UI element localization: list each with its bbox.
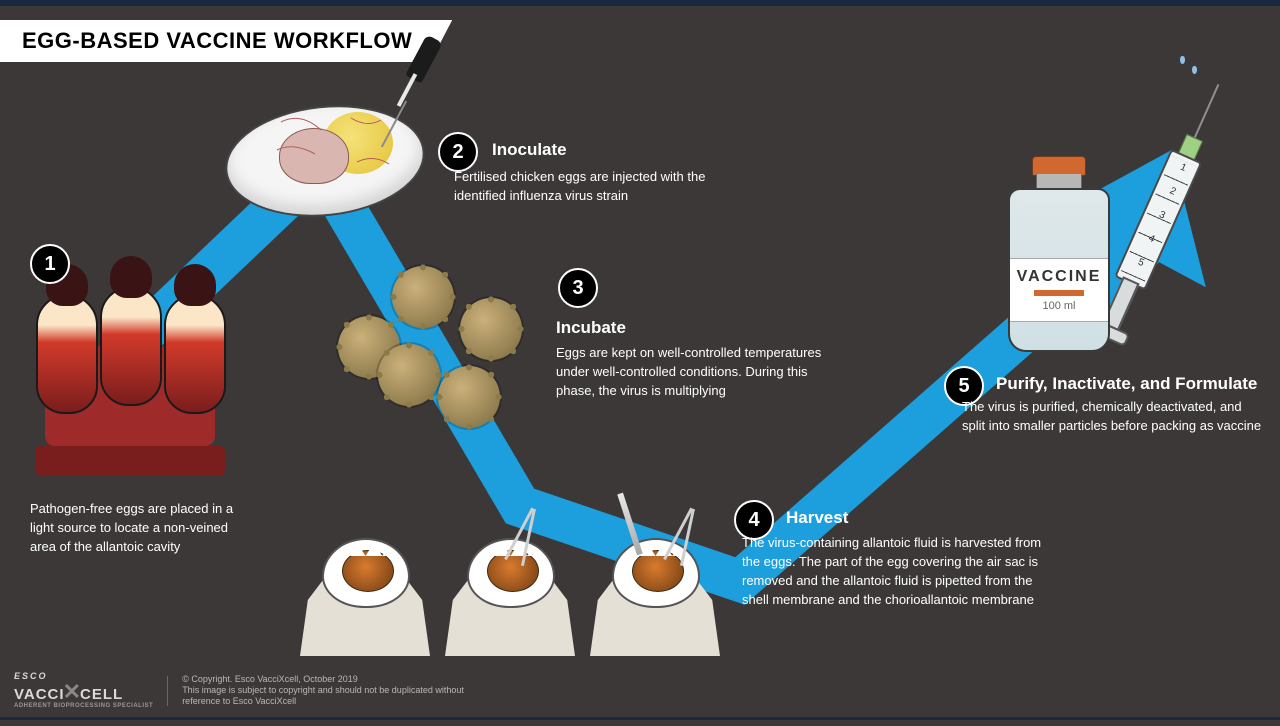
- vial-label-text: VACCINE: [1017, 268, 1102, 286]
- footer: ESCO VACCI✕CELL ADHERENT BIOPROCESSING S…: [14, 672, 502, 709]
- step-badge-1: 1: [30, 244, 70, 284]
- step-desc-4: The virus-containing allantoic fluid is …: [742, 534, 1052, 609]
- step-desc-3: Eggs are kept on well-controlled tempera…: [556, 344, 836, 401]
- step-badge-3: 3: [558, 268, 598, 308]
- dropper-icon: [325, 36, 455, 166]
- footer-notice: This image is subject to copyright and s…: [182, 685, 502, 708]
- step-title-5: Purify, Inactivate, and Formulate: [996, 374, 1257, 394]
- vaccine-syringe-illustration: 1 2 3 4 5 VACCINE 100 ml: [1000, 86, 1240, 356]
- vaccine-vial-icon: VACCINE 100 ml: [1000, 156, 1118, 356]
- step-desc-5: The virus is purified, chemically deacti…: [962, 398, 1262, 436]
- step-title-2: Inoculate: [492, 140, 567, 160]
- step-badge-2: 2: [438, 132, 478, 172]
- step-desc-2: Fertilised chicken eggs are injected wit…: [454, 168, 714, 206]
- virus-particles-illustration: [330, 266, 530, 436]
- step-desc-1: Pathogen-free eggs are placed in a light…: [30, 500, 250, 557]
- candling-eggs-illustration: [30, 256, 230, 476]
- vial-label-volume: 100 ml: [1042, 300, 1075, 312]
- inoculation-dish-illustration: [225, 76, 435, 216]
- egg-harvesting-illustration: [300, 516, 720, 666]
- step-title-3: Incubate: [556, 318, 626, 338]
- pipette-icon: [620, 492, 640, 562]
- step-title-4: Harvest: [786, 508, 848, 528]
- brand-logo: ESCO VACCI✕CELL ADHERENT BIOPROCESSING S…: [14, 672, 153, 709]
- footer-copyright: © Copyright. Esco VacciXcell, October 20…: [182, 674, 502, 685]
